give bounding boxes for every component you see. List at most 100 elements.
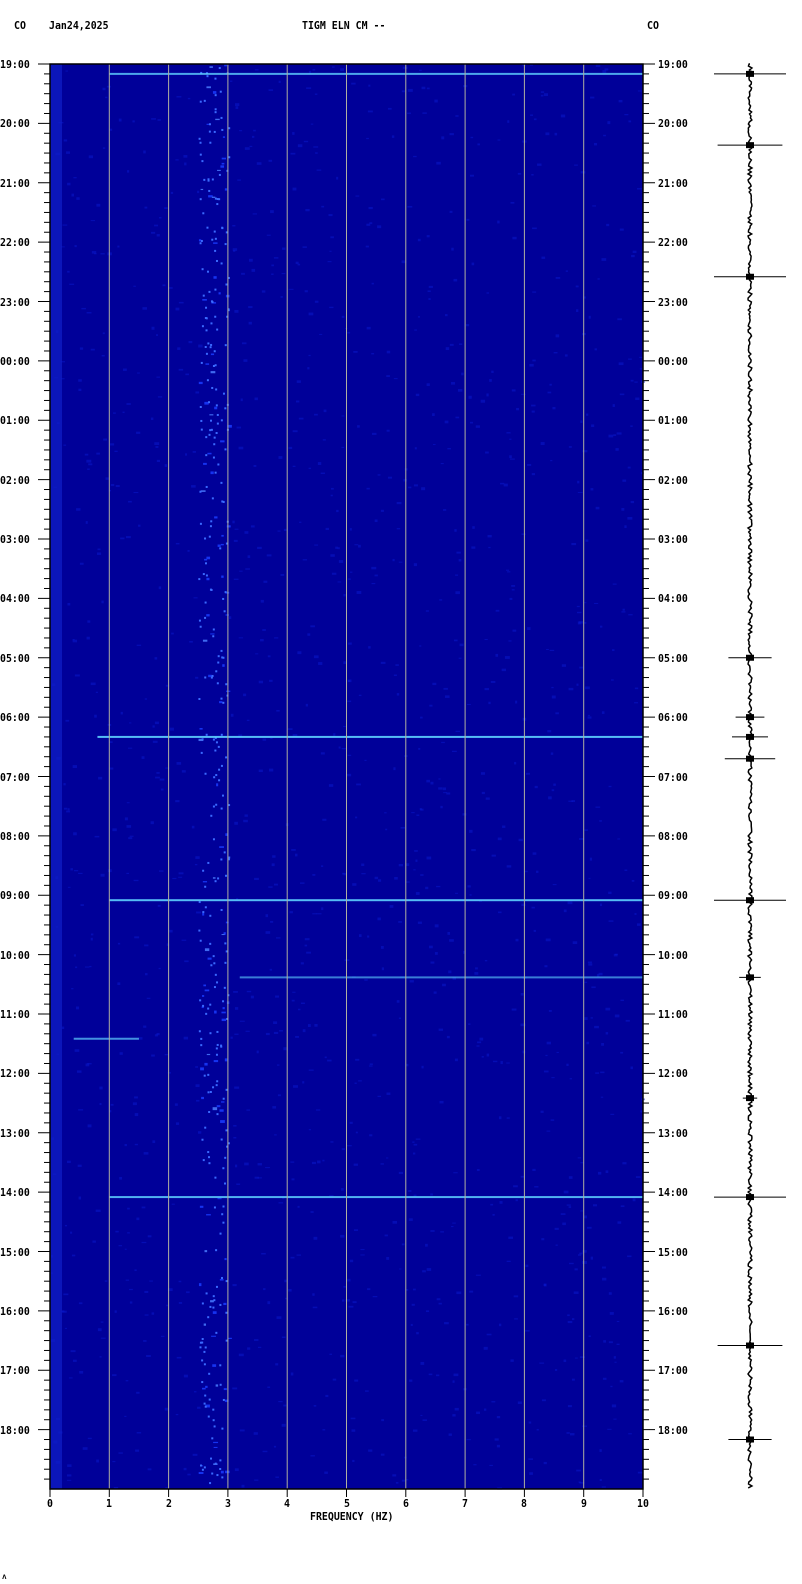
noise-cell <box>541 256 546 259</box>
band-speckle <box>221 1476 224 1479</box>
noise-cell <box>513 1295 519 1298</box>
noise-cell <box>427 290 431 293</box>
noise-cell <box>94 835 100 838</box>
noise-cell <box>147 1468 152 1471</box>
noise-cell <box>554 1369 558 1371</box>
noise-cell <box>586 1226 592 1229</box>
noise-cell <box>245 1030 250 1032</box>
band-speckle <box>221 1213 224 1216</box>
noise-cell <box>206 556 211 560</box>
band-speckle <box>212 1295 215 1298</box>
noise-cell <box>168 929 173 933</box>
noise-cell <box>267 1301 271 1305</box>
noise-cell <box>609 1312 614 1315</box>
noise-cell <box>518 838 523 842</box>
noise-cell <box>349 1259 354 1263</box>
noise-cell <box>368 1065 373 1067</box>
noise-cell <box>192 1453 198 1456</box>
noise-cell <box>580 171 586 174</box>
noise-cell <box>288 1288 292 1292</box>
noise-cell <box>511 589 515 591</box>
noise-cell <box>273 257 279 259</box>
noise-cell <box>138 1037 143 1040</box>
y-tick-label-left: 13:00 <box>0 1126 30 1140</box>
band-speckle <box>200 1044 203 1047</box>
noise-cell <box>330 554 335 557</box>
noise-cell <box>343 661 347 665</box>
noise-cell <box>356 591 362 594</box>
noise-cell <box>281 273 286 275</box>
band-speckle <box>214 108 217 111</box>
band-speckle <box>200 751 203 754</box>
noise-cell <box>152 725 155 728</box>
noise-cell <box>195 676 199 679</box>
band-speckle <box>201 1138 204 1141</box>
noise-cell <box>603 134 606 137</box>
noise-cell <box>500 1061 503 1065</box>
noise-cell <box>239 1429 245 1432</box>
noise-cell <box>341 1188 344 1191</box>
noise-cell <box>616 432 622 435</box>
noise-cell <box>576 1469 581 1472</box>
noise-cell <box>177 347 181 350</box>
y-tick-label-left: 23:00 <box>0 295 30 309</box>
band-speckle <box>214 94 217 97</box>
noise-cell <box>391 135 395 138</box>
noise-cell <box>412 1288 416 1291</box>
noise-cell <box>288 288 294 290</box>
noise-cell <box>443 687 448 690</box>
band-speckle <box>222 1167 225 1170</box>
noise-cell <box>208 674 212 678</box>
noise-cell <box>329 250 332 252</box>
noise-cell <box>61 378 65 380</box>
noise-cell <box>637 90 642 92</box>
noise-cell <box>134 936 140 939</box>
noise-cell <box>241 272 245 275</box>
noise-cell <box>108 869 112 873</box>
noise-cell <box>539 1362 545 1364</box>
noise-cell <box>143 1152 149 1155</box>
noise-cell <box>270 920 274 923</box>
noise-cell <box>590 488 594 491</box>
noise-cell <box>448 1433 452 1436</box>
noise-cell <box>403 478 407 482</box>
noise-cell <box>398 1017 402 1019</box>
noise-cell <box>543 1461 547 1465</box>
band-speckle <box>221 656 224 659</box>
noise-cell <box>436 885 441 888</box>
noise-cell <box>553 783 556 786</box>
noise-cell <box>312 1293 315 1296</box>
noise-cell <box>385 828 388 831</box>
noise-cell <box>613 953 618 957</box>
band-speckle <box>220 764 223 767</box>
noise-cell <box>78 1196 82 1200</box>
noise-cell <box>637 1471 643 1474</box>
noise-cell <box>360 1254 365 1256</box>
band-speckle <box>214 973 217 976</box>
noise-cell <box>568 446 572 448</box>
noise-cell <box>218 292 221 295</box>
noise-cell <box>544 965 548 968</box>
band-speckle <box>216 981 219 984</box>
noise-cell <box>117 245 120 248</box>
band-speckle <box>205 485 208 488</box>
noise-cell <box>617 838 621 840</box>
band-speckle <box>207 1007 210 1010</box>
noise-cell <box>440 805 443 809</box>
noise-cell <box>267 655 271 658</box>
noise-cell <box>454 1407 459 1411</box>
noise-cell <box>160 788 164 791</box>
noise-cell <box>522 64 526 67</box>
noise-cell <box>351 1429 356 1432</box>
noise-cell <box>67 886 71 888</box>
noise-cell <box>393 674 397 677</box>
band-speckle <box>221 227 224 230</box>
y-tick-label-left: 10:00 <box>0 948 30 962</box>
noise-cell <box>404 1456 407 1459</box>
band-speckle <box>205 1292 208 1295</box>
noise-cell <box>536 1428 539 1431</box>
noise-cell <box>245 568 250 570</box>
noise-cell <box>577 621 582 625</box>
noise-cell <box>511 1008 517 1011</box>
noise-cell <box>124 1415 127 1417</box>
